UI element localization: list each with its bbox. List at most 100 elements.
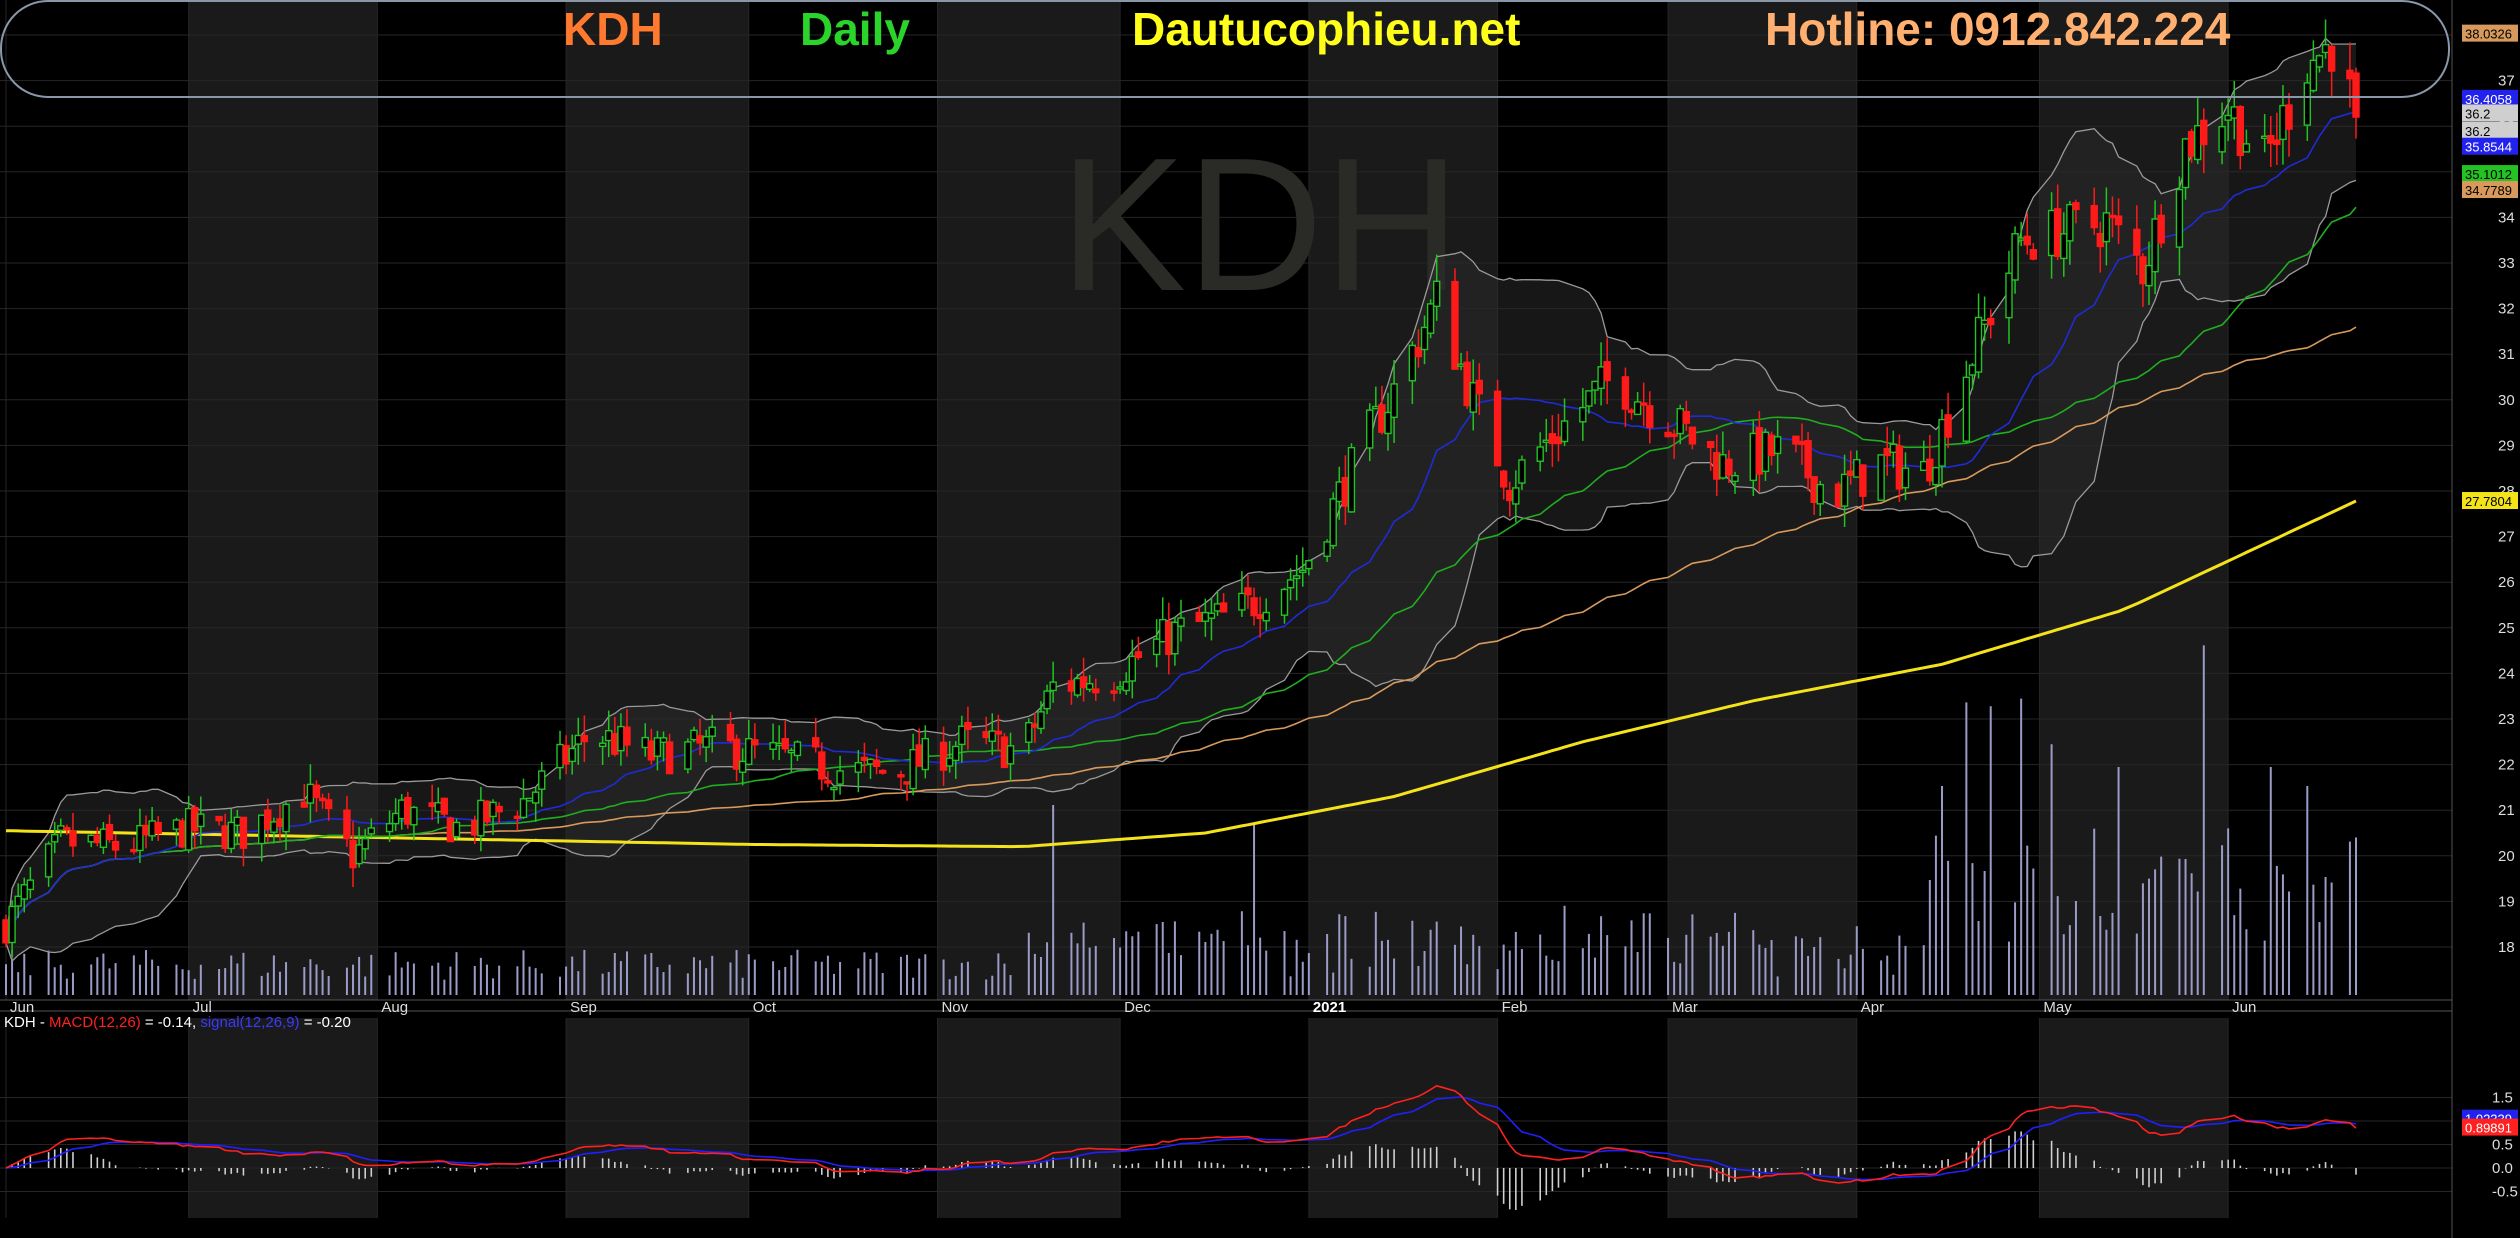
candle-body (1883, 447, 1891, 457)
candle-body (2303, 82, 2311, 126)
candle-body (1006, 745, 1015, 765)
candle-body (1859, 464, 1867, 497)
x-tick-label: Jun (10, 999, 34, 1016)
candle-body (282, 803, 290, 833)
price-label-box (2462, 121, 2518, 139)
candle-body (87, 834, 95, 843)
price-label-box (2462, 24, 2518, 42)
candle-body (2066, 203, 2074, 242)
candle-body (1816, 483, 1824, 505)
candle-body (1165, 621, 1173, 655)
price-label-box (2462, 89, 2518, 107)
candle-body (611, 733, 619, 755)
candle-body (1457, 363, 1465, 367)
candle-body (1664, 431, 1672, 438)
y-tick-label: 34 (2498, 209, 2515, 226)
x-tick-label: Mar (1672, 999, 1698, 1016)
candle-body (665, 741, 674, 775)
candle-body (306, 783, 315, 804)
candle-body (574, 734, 582, 745)
candle-body (1177, 617, 1185, 627)
candle-body (568, 747, 576, 763)
macd-month-band (2039, 1018, 2229, 1218)
candle-body (1256, 613, 1264, 620)
candle-body (264, 809, 272, 830)
candle-body (1420, 326, 1429, 351)
candle-body (300, 801, 309, 808)
candle-body (1962, 376, 1971, 442)
candle-body (1128, 655, 1136, 682)
candle-body (1493, 390, 1502, 467)
price-label: 34.7789 (2465, 183, 2512, 198)
candle-body (1299, 569, 1307, 573)
candle-body (519, 798, 528, 819)
candle-body (836, 770, 844, 785)
candle-body (708, 726, 716, 737)
y-tick-label: 26 (2498, 574, 2515, 591)
candle-body (1219, 602, 1228, 613)
macd-legend-signal-name: signal(12,26,9) (200, 1014, 300, 1031)
candle-body (690, 729, 698, 741)
candle-body (233, 816, 242, 826)
candle-body (598, 742, 607, 748)
candle-body (860, 756, 869, 761)
candle-body (732, 738, 741, 770)
candle-body (1810, 476, 1818, 503)
candle-body (1152, 638, 1161, 656)
candle-body (154, 821, 162, 834)
candle-body (2108, 214, 2117, 219)
candle-body (1067, 680, 1076, 692)
candle-body (1627, 409, 1636, 413)
y-tick-label: 32 (2498, 301, 2515, 318)
candle-body (2060, 233, 2068, 260)
candle-body (1286, 579, 1295, 589)
candle-body (1378, 404, 1386, 433)
y-tick-label: 22 (2498, 757, 2515, 774)
x-tick-label: 2021 (1313, 999, 1346, 1016)
candle-body (44, 843, 53, 878)
macd-line (5, 1084, 2357, 1184)
price-label-box (2462, 165, 2518, 183)
candle-body (1755, 427, 1764, 475)
candle-body (1980, 319, 1989, 325)
candle-body (1159, 618, 1167, 643)
month-band (937, 0, 1121, 1000)
candle-body (1542, 439, 1550, 443)
candle-body (1390, 383, 1398, 418)
candle-body (641, 736, 649, 749)
candle-body (1846, 470, 1855, 477)
candle-body (562, 744, 570, 765)
macd-legend-macd-name: MACD(12,26) (49, 1014, 141, 1031)
candle-body (653, 737, 662, 757)
candle-body (988, 730, 996, 742)
macd-month-band (566, 1018, 749, 1218)
candle-body (446, 817, 455, 843)
candle-body (1646, 405, 1654, 428)
candle-body (1798, 440, 1806, 446)
candle-body (130, 848, 138, 853)
candle-body (324, 799, 333, 810)
y-tick-label: 37 (2498, 73, 2515, 90)
candle-body (1633, 401, 1642, 416)
candle-body (312, 784, 321, 798)
candle-body (1968, 364, 1977, 376)
candle-body (1603, 361, 1611, 382)
bollinger-fill (6, 38, 2356, 962)
candle-body (1262, 611, 1270, 622)
candle-body (2023, 235, 2031, 246)
candle-body (1372, 405, 1380, 410)
macd-month-band (1668, 1018, 1857, 1218)
candle-body (659, 737, 668, 743)
candle-body (775, 742, 783, 747)
candle-body (99, 828, 108, 848)
candle-body (1475, 379, 1484, 395)
candle-body (136, 824, 144, 852)
candle-body (1597, 366, 1605, 390)
candle-body (958, 725, 966, 746)
candle-body (623, 726, 631, 746)
candle-body (1238, 592, 1246, 611)
candle-body (239, 816, 248, 849)
candle-body (410, 806, 418, 826)
candle-body (726, 723, 735, 742)
candle-body (1134, 651, 1143, 659)
